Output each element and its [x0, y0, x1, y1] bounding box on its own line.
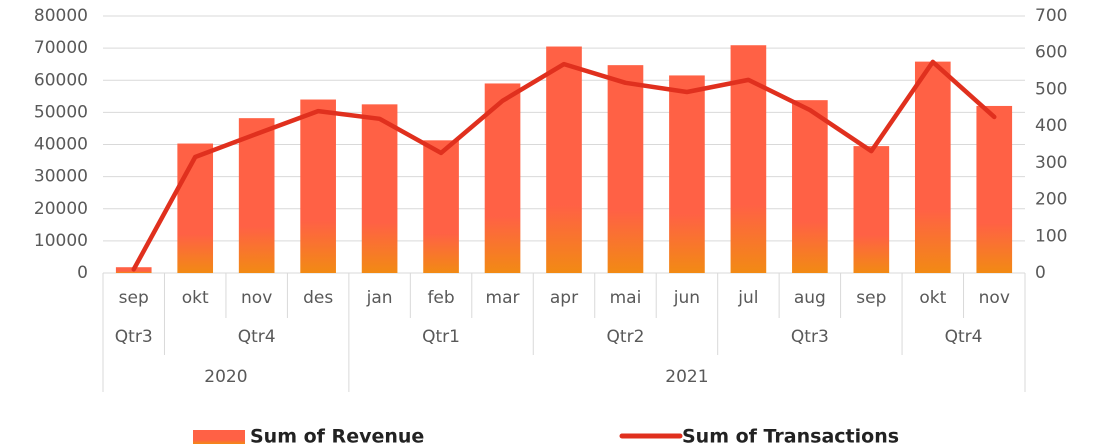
y2-tick-label: 400 — [1035, 116, 1067, 136]
bar — [669, 75, 705, 274]
y2-tick-label: 600 — [1035, 43, 1067, 63]
y-tick-label: 20000 — [34, 199, 88, 219]
x-tick-label: mai — [610, 288, 642, 308]
y-tick-label: 40000 — [34, 135, 88, 155]
x-tick-label: nov — [979, 288, 1010, 308]
x-tick-label: sep — [119, 288, 149, 308]
y-tick-label: 50000 — [34, 102, 88, 122]
x-tick-label: apr — [550, 288, 578, 308]
x-tick-label: okt — [182, 288, 209, 308]
quarter-label: Qtr2 — [607, 327, 645, 347]
quarter-label: Qtr1 — [422, 327, 460, 347]
year-label: 2020 — [204, 367, 247, 387]
quarter-label: Qtr3 — [115, 327, 153, 347]
bar — [914, 61, 951, 274]
x-tick-label: aug — [794, 288, 826, 308]
y2-tick-label: 200 — [1035, 190, 1067, 210]
bar — [238, 118, 275, 273]
year-label: 2021 — [665, 367, 708, 387]
x-tick-label: nov — [241, 288, 272, 308]
bar — [976, 105, 1013, 273]
x-tick-label: jan — [366, 288, 393, 308]
bar — [177, 143, 214, 273]
quarter-label: Qtr4 — [238, 327, 276, 347]
legend-swatch — [193, 430, 245, 444]
x-tick-label: jul — [737, 288, 758, 308]
line — [131, 59, 997, 272]
bar — [607, 65, 644, 274]
y-tick-label: 10000 — [34, 231, 88, 251]
x-tick-label: mar — [486, 288, 520, 308]
quarter-label: Qtr3 — [791, 327, 829, 347]
bar — [484, 83, 521, 274]
legend-label: Sum of Revenue — [250, 426, 424, 447]
bar — [300, 99, 336, 274]
x-tick-label: jun — [673, 288, 700, 308]
bar — [423, 140, 459, 273]
x-tick-label: sep — [856, 288, 886, 308]
y2-tick-label: 300 — [1035, 153, 1067, 173]
legend-label: Sum of Transactions — [682, 426, 899, 447]
quarter-label: Qtr4 — [945, 327, 983, 347]
bar — [361, 104, 398, 273]
bar — [853, 146, 890, 273]
y2-tick-label: 500 — [1035, 79, 1067, 99]
bar — [546, 46, 582, 273]
y-tick-label: 80000 — [34, 6, 88, 26]
x-tick-label: okt — [919, 288, 946, 308]
x-tick-label: des — [303, 288, 333, 308]
y-tick-label: 0 — [77, 263, 88, 283]
y-tick-label: 60000 — [34, 70, 88, 90]
y-tick-label: 30000 — [34, 167, 88, 187]
x-tick-label: feb — [427, 288, 454, 308]
bar — [792, 100, 828, 273]
y-tick-label: 70000 — [34, 38, 88, 58]
y2-tick-label: 700 — [1035, 6, 1067, 26]
y2-tick-label: 0 — [1035, 263, 1046, 283]
y2-tick-label: 100 — [1035, 226, 1067, 246]
